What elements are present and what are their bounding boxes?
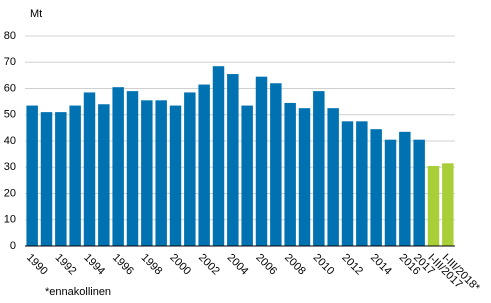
bar [83,92,96,246]
bar [212,66,225,246]
bar [298,108,311,246]
bar [284,102,296,246]
y-tick-label: 50 [4,109,16,121]
x-tick-label: 2014 [368,252,394,278]
bar [399,131,411,246]
x-tick-label: 2008 [282,252,308,278]
bar [384,139,397,246]
y-tick-label: 40 [4,135,16,147]
y-tick-label: 30 [4,161,16,173]
bar [26,105,38,246]
bar [126,91,139,246]
bar [40,112,53,246]
bar [227,74,239,246]
y-tick-label: 60 [4,82,16,94]
x-tick-label: 2010 [311,252,337,278]
bar [155,100,167,246]
bar [184,92,196,246]
x-tick-label: 2002 [196,252,222,278]
bar [327,108,339,246]
bar [169,105,182,246]
bar [370,129,382,246]
bar [270,83,282,246]
x-tick-label: 2000 [167,252,193,278]
unit-label: Mt [30,8,42,20]
bar [112,87,124,246]
bar [427,165,440,246]
x-tick-label: 1998 [139,252,165,278]
bar [442,163,454,246]
y-tick-label: 0 [10,240,16,252]
bar [198,84,210,246]
x-tick-label: 2006 [253,252,279,278]
bar [141,100,153,246]
bar [98,104,110,246]
bar [241,105,253,246]
bar [55,112,67,246]
bar [313,91,325,246]
y-tick-label: 10 [4,214,16,226]
bar [341,121,354,246]
y-tick-label: 70 [4,56,16,68]
x-tick-label: 1996 [110,252,136,278]
footnote: *ennakollinen [45,286,111,298]
x-tick-label: 1994 [81,252,107,278]
bar [356,121,368,246]
bar [255,76,268,246]
y-tick-label: 80 [4,30,16,42]
bar [69,105,81,246]
y-tick-label: 20 [4,187,16,199]
x-tick-label: 1992 [53,252,79,278]
x-tick-label: 2004 [225,252,251,278]
x-tick-label: 1990 [24,252,50,278]
bar [413,139,425,246]
x-tick-label: 2012 [339,252,365,278]
